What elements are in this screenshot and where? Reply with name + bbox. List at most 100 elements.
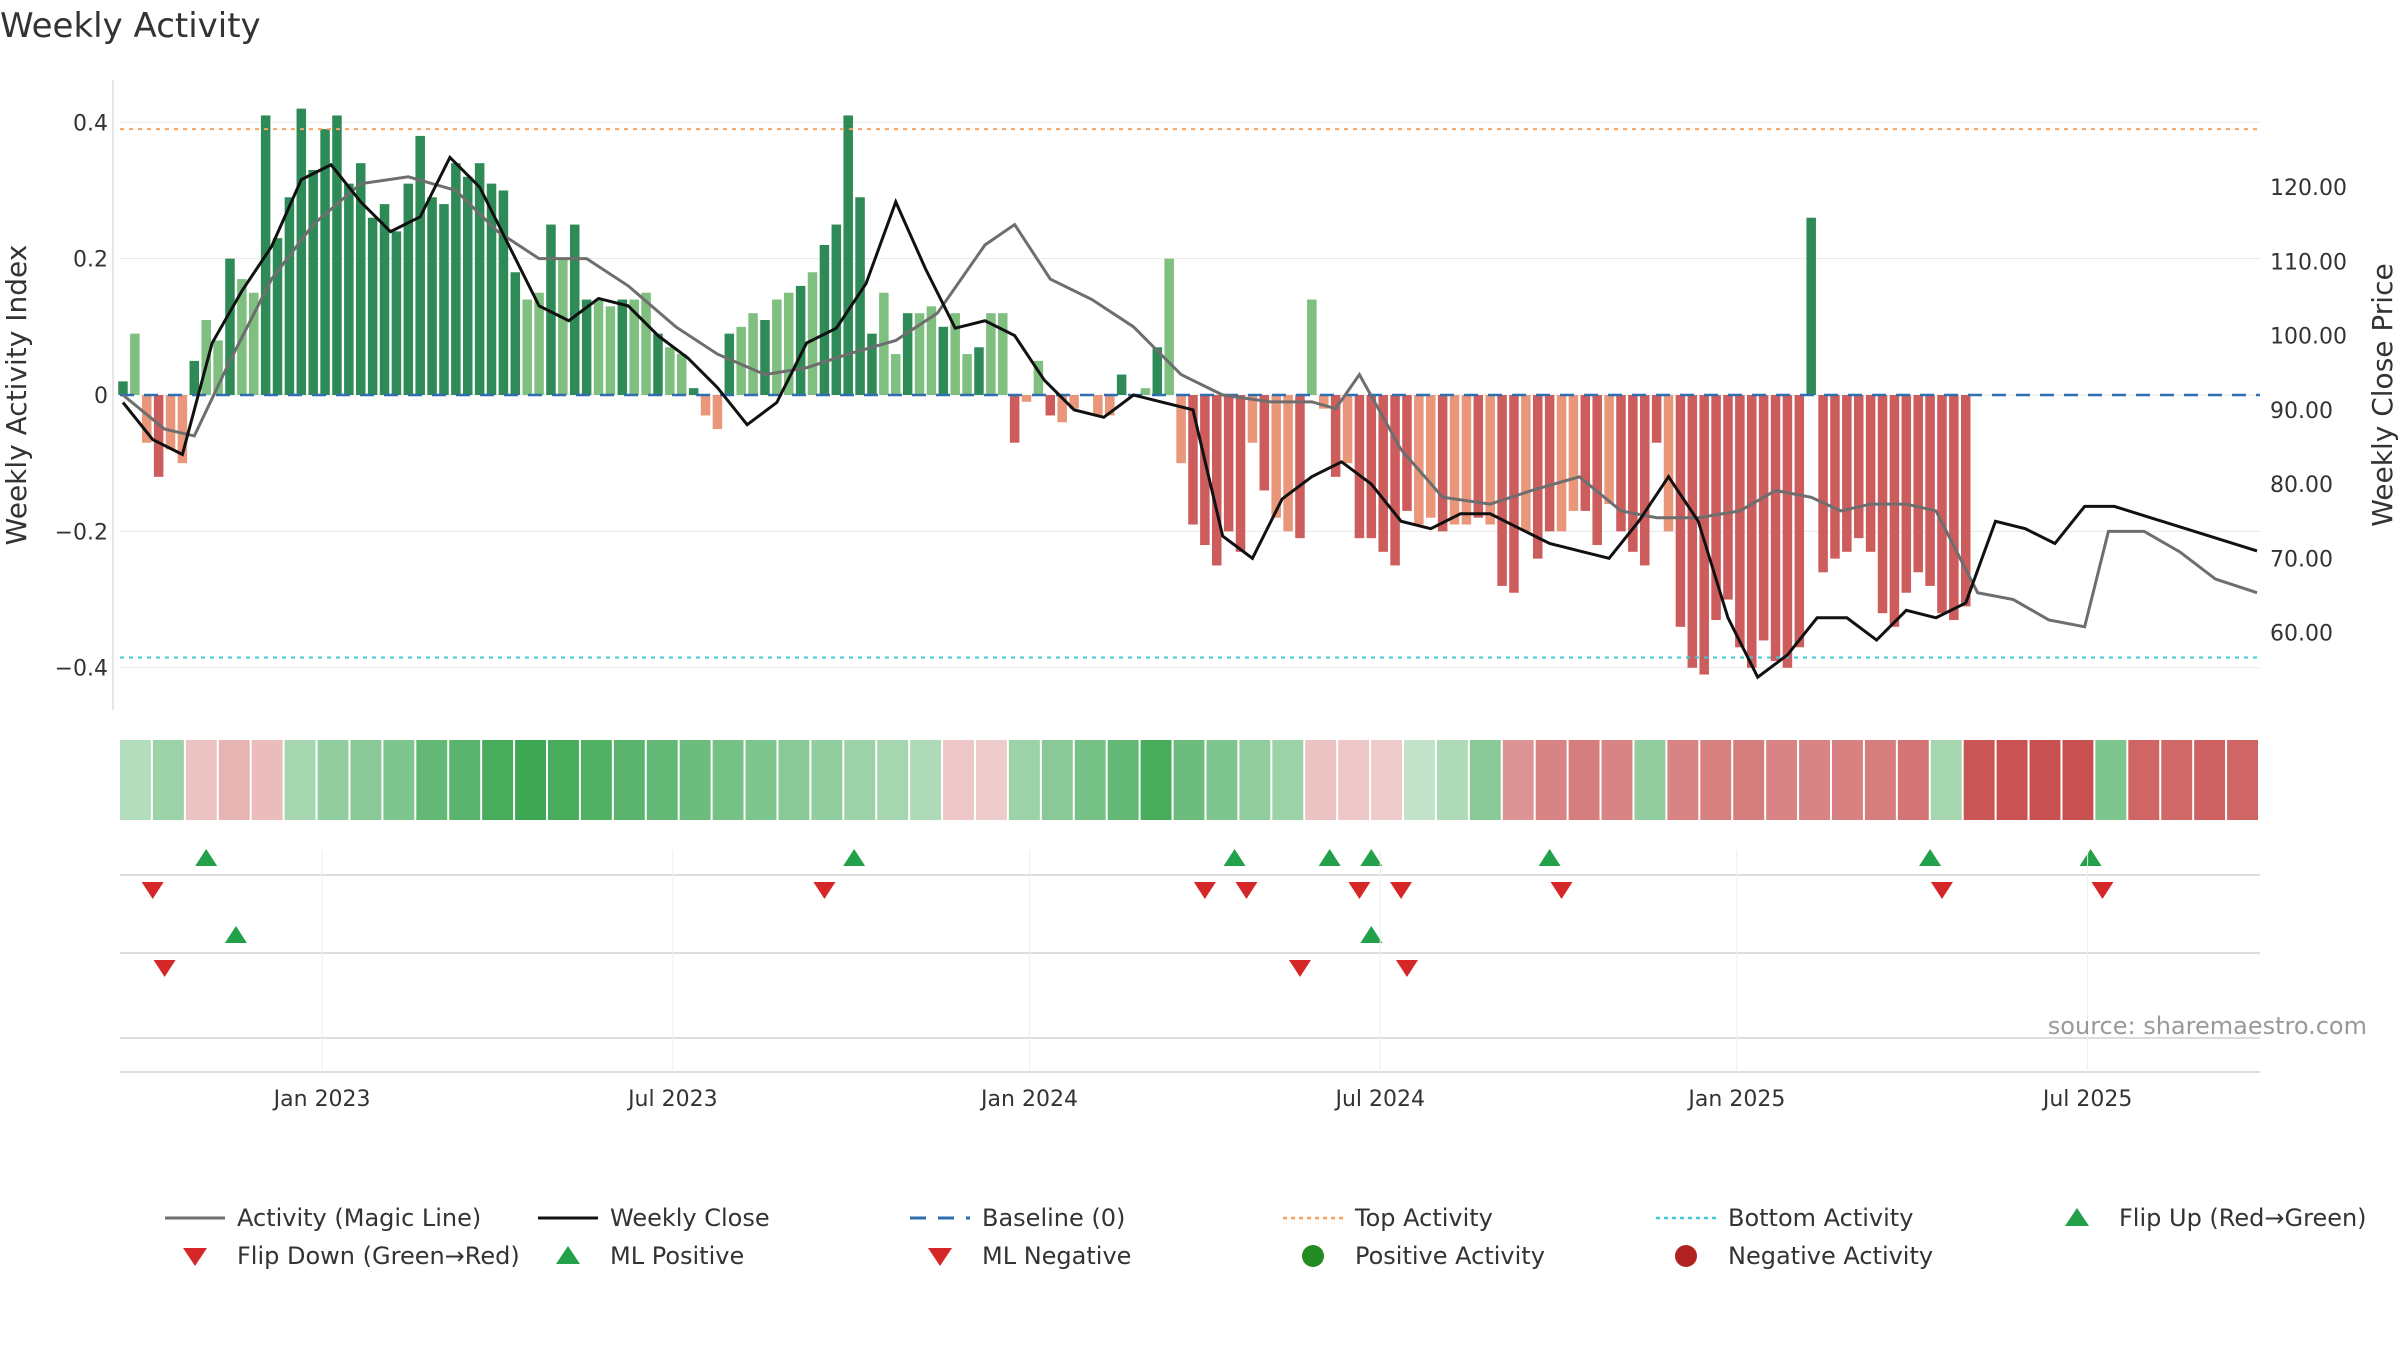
- ribbon-cell: [1996, 740, 2028, 820]
- legend-item: Bottom Activity: [1656, 1204, 1913, 1232]
- ribbon-cell: [811, 740, 843, 820]
- y-tick-label: −0.4: [55, 657, 108, 682]
- activity-bar: [486, 183, 497, 395]
- legend-label: Weekly Close: [610, 1204, 770, 1232]
- activity-bar: [1818, 395, 1828, 573]
- activity-bar: [510, 272, 521, 395]
- ribbon-cell: [1305, 740, 1337, 820]
- activity-bar: [1949, 395, 1959, 620]
- ribbon-cell: [548, 740, 579, 820]
- ribbon-cell: [1930, 740, 1962, 820]
- activity-bar: [332, 115, 342, 396]
- ribbon-cell: [1404, 740, 1435, 820]
- activity-bar: [783, 292, 794, 395]
- flip-up-marker: [1223, 849, 1246, 866]
- ribbon-cell: [2062, 740, 2094, 820]
- activity-bar: [1342, 395, 1353, 464]
- ribbon-cell: [877, 740, 909, 820]
- activity-bar: [1045, 395, 1056, 416]
- activity-bar: [1794, 395, 1805, 648]
- activity-bar: [1901, 395, 1912, 593]
- activity-bar: [1830, 395, 1840, 559]
- activity-bar: [795, 285, 806, 395]
- activity-bar: [415, 135, 425, 395]
- activity-bar: [1639, 395, 1650, 566]
- activity-bar: [855, 197, 865, 395]
- ribbon-cell: [613, 740, 645, 820]
- flip-down-marker: [1930, 882, 1953, 899]
- legend-label: Bottom Activity: [1728, 1204, 1913, 1232]
- ribbon-cell: [1173, 740, 1205, 820]
- activity-bar: [641, 292, 651, 395]
- ribbon-cell: [1436, 740, 1468, 820]
- x-tick-label: Jan 2025: [1686, 1087, 1785, 1112]
- legend-item: ML Negative: [928, 1242, 1131, 1270]
- close-line: [121, 154, 2258, 680]
- ribbon-cell: [1371, 740, 1402, 820]
- ml-positive-marker: [224, 926, 247, 943]
- ribbon-cell: [1963, 740, 1995, 820]
- y2-tick-label: 90.00: [2270, 399, 2333, 424]
- activity-bar: [629, 299, 639, 395]
- ribbon-cell: [1239, 740, 1271, 820]
- ribbon-cell: [1568, 740, 1600, 820]
- activity-bar: [1556, 395, 1567, 532]
- legend-label: ML Positive: [610, 1242, 744, 1270]
- activity-bar: [1651, 395, 1662, 443]
- ribbon-cell: [1799, 740, 1830, 820]
- activity-bar: [391, 231, 402, 395]
- activity-bar: [213, 340, 223, 395]
- ribbon-cell: [646, 740, 678, 820]
- y2-tick-label: 110.00: [2270, 250, 2347, 275]
- flip-up-marker: [1919, 849, 1942, 866]
- ribbon-cell: [2227, 740, 2258, 820]
- activity-bar: [772, 299, 782, 395]
- ribbon-cell: [1338, 740, 1370, 820]
- activity-bar: [1735, 395, 1745, 648]
- y2-tick-label: 120.00: [2270, 176, 2347, 201]
- activity-bar: [986, 313, 996, 395]
- activity-bar: [1592, 395, 1602, 545]
- flip-down-marker: [1193, 882, 1216, 899]
- flip-up-marker: [195, 849, 218, 866]
- activity-bar: [867, 333, 877, 395]
- flip-down-marker: [1235, 882, 1258, 899]
- x-tick-label: Jul 2024: [1333, 1087, 1425, 1112]
- activity-bar: [1842, 395, 1852, 552]
- activity-bar: [498, 190, 509, 395]
- ribbon-cell: [2161, 740, 2193, 820]
- ribbon-cell: [1502, 740, 1534, 820]
- flip-down-marker: [2091, 882, 2114, 899]
- activity-bar: [201, 320, 211, 395]
- ribbon-cell: [284, 740, 316, 820]
- activity-bar: [1699, 395, 1709, 675]
- activity-bar: [902, 313, 913, 395]
- activity-bar: [1865, 395, 1876, 552]
- activity-bar: [451, 163, 461, 395]
- ribbon-cell: [1733, 740, 1765, 820]
- ribbon-cell: [1634, 740, 1666, 820]
- activity-bar: [938, 326, 949, 395]
- activity-bar: [403, 183, 414, 395]
- y-tick-label: −0.2: [55, 520, 108, 545]
- activity-bar: [462, 176, 473, 395]
- activity-bar: [1473, 395, 1484, 518]
- ribbon-cell: [580, 740, 612, 820]
- ml-negative-marker: [1395, 960, 1418, 977]
- flip-up-marker: [1318, 849, 1341, 866]
- activity-bar: [1140, 388, 1151, 395]
- activity-bar: [1616, 395, 1626, 532]
- x-tick-label: Jan 2023: [272, 1087, 371, 1112]
- activity-bar: [736, 326, 746, 395]
- magic-line: [122, 175, 2258, 629]
- ml-negative-marker: [1288, 960, 1311, 977]
- legend-label: Top Activity: [1354, 1204, 1493, 1232]
- activity-bar: [427, 197, 437, 395]
- activity-bar: [296, 108, 307, 396]
- activity-bar: [1437, 395, 1448, 532]
- activity-bar: [676, 354, 687, 395]
- legend-swatch: [928, 1248, 952, 1266]
- ribbon-cell: [910, 740, 942, 820]
- activity-bar: [1188, 395, 1198, 525]
